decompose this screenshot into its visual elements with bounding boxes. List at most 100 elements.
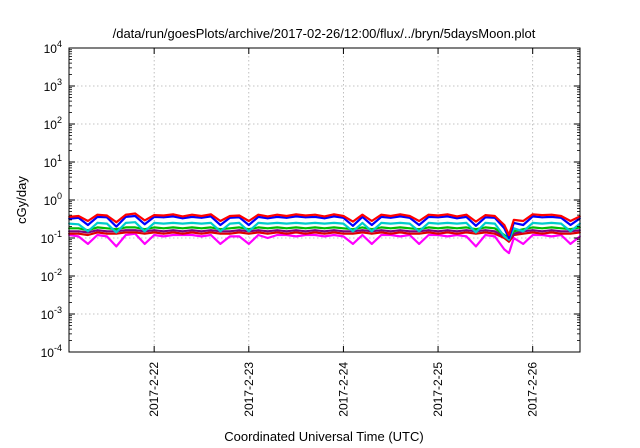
data-point (105, 222, 108, 225)
data-point (238, 231, 241, 234)
data-point (522, 232, 525, 235)
data-point (456, 232, 458, 235)
data-point (484, 216, 487, 219)
data-point (380, 231, 383, 234)
data-point (191, 213, 193, 216)
data-point (134, 221, 137, 224)
data-point (77, 232, 80, 235)
data-point (172, 229, 174, 232)
data-point (408, 230, 411, 233)
data-point (96, 231, 99, 234)
data-point (162, 227, 165, 230)
y-tick-label: 101 (44, 153, 62, 170)
data-point (219, 224, 222, 226)
data-point (361, 221, 364, 224)
data-point (134, 215, 137, 217)
data-point (427, 215, 430, 218)
data-point (257, 234, 260, 236)
data-point (276, 213, 279, 216)
data-point (503, 235, 506, 238)
data-point (153, 231, 156, 234)
data-point (569, 220, 572, 222)
data-point (550, 235, 553, 238)
data-point (295, 231, 298, 234)
data-point (399, 215, 402, 218)
data-point (314, 226, 316, 229)
data-point (304, 232, 307, 235)
data-point (276, 229, 279, 232)
data-point (181, 217, 184, 220)
data-point (105, 235, 108, 238)
data-point (228, 215, 231, 217)
data-point (124, 221, 127, 224)
data-point (503, 248, 506, 251)
data-point (493, 230, 496, 233)
data-point (295, 229, 298, 232)
y-tick-exponent: -3 (54, 305, 62, 315)
data-point (361, 231, 364, 234)
data-point (323, 235, 326, 238)
data-point (456, 227, 458, 230)
data-point (446, 226, 449, 229)
data-point (370, 224, 373, 226)
data-point (210, 234, 212, 236)
data-point (475, 231, 477, 234)
data-point (181, 232, 184, 235)
data-point (389, 230, 392, 233)
data-point (541, 214, 544, 217)
data-point (370, 232, 373, 235)
data-point (560, 232, 562, 235)
data-point (418, 220, 421, 222)
data-point (351, 220, 354, 223)
x-tick-label: 2017-2-24 (336, 362, 350, 417)
data-point (427, 229, 430, 232)
data-point (162, 222, 165, 225)
data-point (380, 234, 383, 236)
data-point (503, 224, 506, 226)
data-point (351, 230, 354, 233)
data-point (153, 214, 156, 217)
data-point (380, 221, 383, 224)
data-point (508, 252, 510, 255)
data-point (143, 242, 146, 245)
data-point (247, 220, 250, 222)
data-point (285, 227, 288, 230)
data-point (399, 235, 402, 238)
data-point (427, 231, 430, 234)
data-point (105, 214, 108, 217)
data-point (484, 229, 487, 232)
data-point (200, 235, 203, 238)
x-tick-label: 2017-2-22 (147, 362, 161, 417)
data-point (493, 235, 496, 238)
data-point (285, 216, 288, 219)
data-point (172, 213, 174, 216)
data-point (437, 222, 439, 225)
data-point (456, 222, 458, 225)
data-point (276, 226, 279, 229)
data-point (257, 213, 260, 216)
data-point (370, 242, 373, 245)
data-point (342, 222, 345, 225)
data-point (304, 214, 307, 217)
data-point (361, 229, 364, 232)
data-point (219, 232, 222, 235)
x-tick-label: 2017-2-23 (242, 362, 256, 417)
data-point (484, 234, 487, 236)
data-point (134, 212, 137, 215)
data-point (531, 231, 534, 234)
data-point (96, 213, 99, 216)
data-point (314, 229, 316, 232)
data-point (124, 231, 127, 234)
data-point (162, 216, 165, 219)
data-point (541, 232, 544, 235)
data-point (228, 230, 231, 233)
data-point (569, 242, 572, 245)
data-point (257, 221, 260, 224)
data-point (200, 222, 203, 225)
data-point (285, 232, 288, 235)
data-point (541, 216, 544, 219)
data-point (219, 230, 222, 233)
data-point (465, 213, 468, 216)
data-point (446, 229, 449, 232)
series-layer (68, 212, 581, 255)
